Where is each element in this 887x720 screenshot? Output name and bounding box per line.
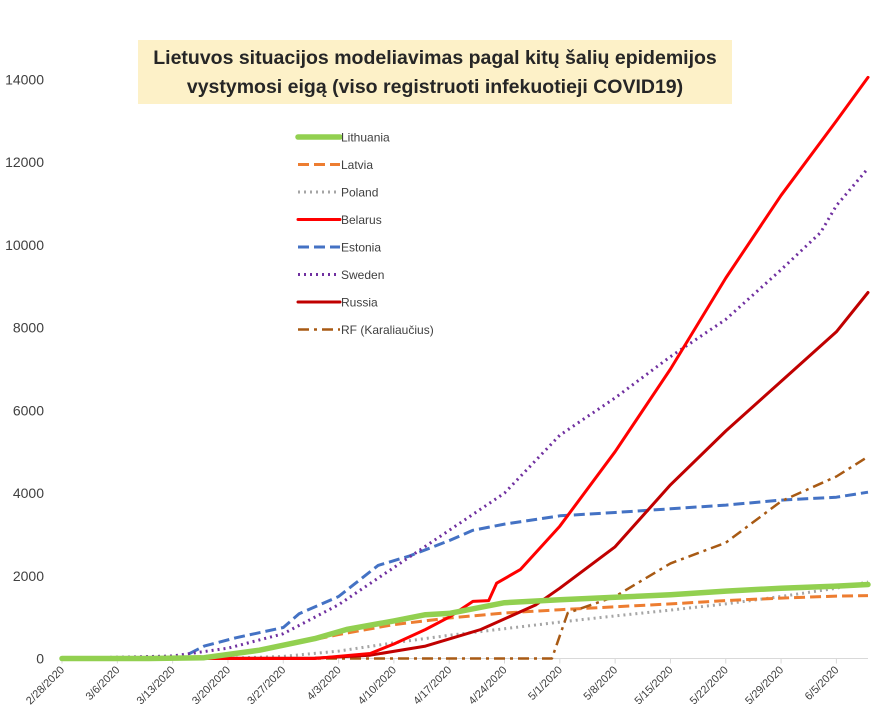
series-line-7 [62,455,869,660]
x-tick-label-0: 2/28/2020 [24,664,67,707]
x-tick-label-10: 5/8/2020 [581,664,620,703]
series-line-0 [59,581,871,662]
chart-title-line-2: vystymosi eigą (viso registruoti infekuo… [186,76,684,98]
legend-label-4: Estonia [341,241,381,255]
chart-title: Lietuvos situacijos modeliavimas pagal k… [138,40,732,104]
series-line-3 [60,75,870,660]
x-tick-label-4: 3/27/2020 [245,664,288,707]
legend-label-6: Russia [341,296,378,310]
y-tick-label-6: 12000 [5,154,44,170]
series-line-5 [61,167,870,660]
y-tick-label-7: 14000 [5,72,44,88]
x-tick-label-5: 4/3/2020 [305,664,344,703]
y-tick-label-5: 10000 [5,237,44,253]
legend-label-0: Lithuania [341,131,390,145]
legend-label-3: Belarus [341,213,382,227]
y-tick-label-3: 6000 [13,402,44,418]
x-tick-label-6: 4/10/2020 [356,664,399,707]
series-line-4 [61,490,869,660]
x-tick-label-13: 5/29/2020 [743,664,786,707]
x-tick-label-1: 3/6/2020 [84,664,123,703]
y-tick-label-2: 4000 [13,485,44,501]
x-tick-label-14: 6/5/2020 [803,664,842,703]
x-tick-label-3: 3/20/2020 [190,664,233,707]
legend-label-5: Sweden [341,268,384,282]
y-tick-label-4: 8000 [13,320,44,336]
x-tick-label-11: 5/15/2020 [632,664,675,707]
chart-title-line-1: Lietuvos situacijos modeliavimas pagal k… [153,47,717,69]
x-tick-label-2: 3/13/2020 [135,664,178,707]
x-tick-label-9: 5/1/2020 [526,664,565,703]
legend-label-7: RF (Karaliaučius) [341,323,434,337]
x-tick-label-8: 4/24/2020 [467,664,510,707]
x-tick-label-7: 4/17/2020 [411,664,454,707]
x-tick-label-12: 5/22/2020 [688,664,731,707]
legend-label-1: Latvia [341,158,373,172]
series-line-6 [60,291,870,660]
y-tick-label-0: 0 [36,651,44,667]
legend-label-2: Poland [341,186,378,200]
series-line-2 [61,580,869,660]
y-tick-label-1: 2000 [13,568,44,584]
